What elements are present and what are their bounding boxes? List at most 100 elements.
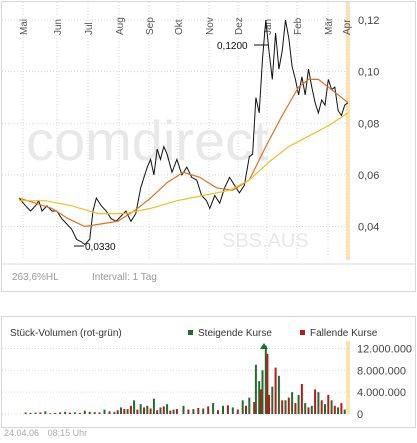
volume-bar-falling	[340, 403, 343, 414]
volume-bar-rising	[241, 400, 244, 414]
volume-bar-falling	[69, 412, 71, 414]
volume-bar-falling	[123, 409, 126, 414]
x-tick-label: Apr	[342, 19, 353, 35]
volume-bar-falling	[162, 406, 165, 414]
volume-bar-rising	[231, 407, 234, 414]
volume-bar-falling	[300, 384, 303, 414]
volume-bar-falling	[320, 400, 323, 414]
ma_slow-line	[19, 112, 349, 215]
volume-bar-rising	[120, 407, 122, 414]
timestamp-date: 24.04.06	[4, 428, 40, 438]
volume-bar-rising	[330, 400, 333, 414]
volume-bar-rising	[83, 410, 86, 414]
volume-bar-falling	[217, 410, 219, 414]
volume-peak-marker	[260, 343, 268, 349]
legend-rising-label: Steigende Kurse	[198, 328, 272, 339]
price-y-tick-labels: 0,12 0,10 0,08 0,06 0,04	[358, 15, 379, 233]
volume-y-tick-label: 4.000.000	[357, 387, 406, 399]
volume-bar-rising	[271, 386, 274, 414]
volume-bar-rising	[54, 412, 57, 414]
volume-bar-rising	[264, 345, 267, 414]
volume-y-tick-labels: 12.000.000 8.000.000 4.000.000 0	[357, 343, 412, 421]
high-annotation: 0,1200	[217, 41, 248, 52]
volume-chart-panel: Stück-Volumen (rot-grün) Steigende Kurse…	[1, 316, 416, 428]
volume-bar-falling	[175, 409, 178, 414]
y-tick-label: 0,08	[358, 118, 379, 130]
price-footer-interval: Intervall: 1 Tag	[92, 272, 157, 283]
volume-bar-rising	[93, 412, 96, 414]
volume-bar-rising	[261, 370, 264, 414]
volume-bar-rising	[166, 404, 169, 414]
volume-bar-falling	[156, 410, 159, 414]
volume-bar-falling	[268, 394, 270, 414]
volume-bar-falling	[136, 409, 139, 414]
volume-bar-falling	[59, 412, 62, 414]
x-tick-label: Okt	[174, 19, 185, 35]
volume-bar-falling	[333, 405, 336, 414]
y-tick-label: 0,06	[358, 170, 379, 182]
volume-bar-falling	[281, 400, 284, 414]
timestamp-time: 08:15 Uhr	[47, 428, 88, 438]
volume-bar-rising	[44, 411, 47, 414]
x-tick-label: Jul	[84, 22, 95, 35]
volume-bar-falling	[29, 412, 32, 414]
price-x-tick-labels: Mai Jun Jul Aug Sep Okt Nov Dez Jan Feb Mär Apr	[19, 17, 353, 35]
volume-bar-rising	[113, 411, 116, 414]
price-chart-panel: Mai Jun Jul Aug Sep Okt Nov Dez Jan Feb Mär Apr 0,1…	[1, 1, 416, 292]
x-tick-label: Jan	[263, 19, 274, 35]
volume-bar-falling	[294, 403, 297, 414]
volume-bar-rising	[24, 412, 27, 414]
volume-bar-rising	[291, 392, 294, 414]
volume-bar-falling	[327, 394, 330, 414]
volume-bar-rising	[248, 397, 251, 414]
volume-bar-falling	[116, 410, 119, 414]
legend-rising-swatch	[188, 330, 193, 335]
x-tick-label: Jun	[53, 19, 64, 35]
volume-bar-rising	[277, 375, 280, 414]
timestamp: 24.04.06 08:15 Uhr	[4, 428, 93, 438]
y-tick-label: 0,04	[358, 221, 379, 233]
volume-bar-rising	[146, 405, 149, 414]
volume-bar-rising	[254, 364, 257, 414]
volume-bar-rising	[192, 409, 195, 414]
price-axis-highlight	[346, 2, 350, 260]
volume-bar-falling	[149, 408, 152, 414]
volume-bar-falling	[259, 389, 262, 414]
volume-bar-rising	[317, 392, 320, 414]
volume-y-tick-label: 8.000.000	[357, 365, 406, 377]
volume-bar-falling	[274, 367, 277, 414]
volume-bar-falling	[207, 406, 210, 414]
watermark-symbol: SBS.AUS	[222, 230, 309, 252]
volume-bar-falling	[245, 405, 247, 414]
low-annotation: 0,0330	[85, 242, 116, 253]
volume-bar-falling	[88, 411, 91, 414]
x-tick-label: Mai	[19, 19, 30, 35]
volume-bar-rising	[297, 394, 300, 414]
volume-bar-falling	[314, 389, 317, 414]
volume-bar-rising	[202, 408, 205, 414]
volume-bar-rising	[73, 412, 76, 414]
volume-bar-rising	[133, 400, 136, 414]
legend-falling-swatch	[300, 330, 305, 335]
volume-bar-falling	[253, 402, 256, 414]
volume-y-tick-label: 0	[357, 409, 363, 421]
volume-bar-falling	[98, 412, 101, 414]
volume-bar-falling	[169, 410, 172, 414]
volume-bar-rising	[182, 405, 185, 414]
volume-bar-falling	[287, 397, 290, 414]
watermark-brand: comdirect	[26, 109, 269, 172]
volume-bar-rising	[159, 407, 162, 414]
volume-bar-falling	[49, 413, 52, 414]
volume-bar-rising	[324, 404, 326, 414]
x-tick-label: Sep	[145, 17, 156, 35]
volume-bar-falling	[39, 412, 42, 414]
volume-y-tick-label: 12.000.000	[357, 343, 412, 355]
volume-bar-rising	[222, 405, 224, 414]
volume-bar-falling	[108, 411, 111, 414]
price-series-group	[18, 20, 349, 246]
volume-bar-rising	[337, 407, 340, 414]
price-line	[18, 20, 349, 246]
y-tick-label: 0,12	[358, 15, 379, 27]
volume-bar-rising	[126, 409, 129, 414]
volume-bar-falling	[187, 409, 190, 414]
